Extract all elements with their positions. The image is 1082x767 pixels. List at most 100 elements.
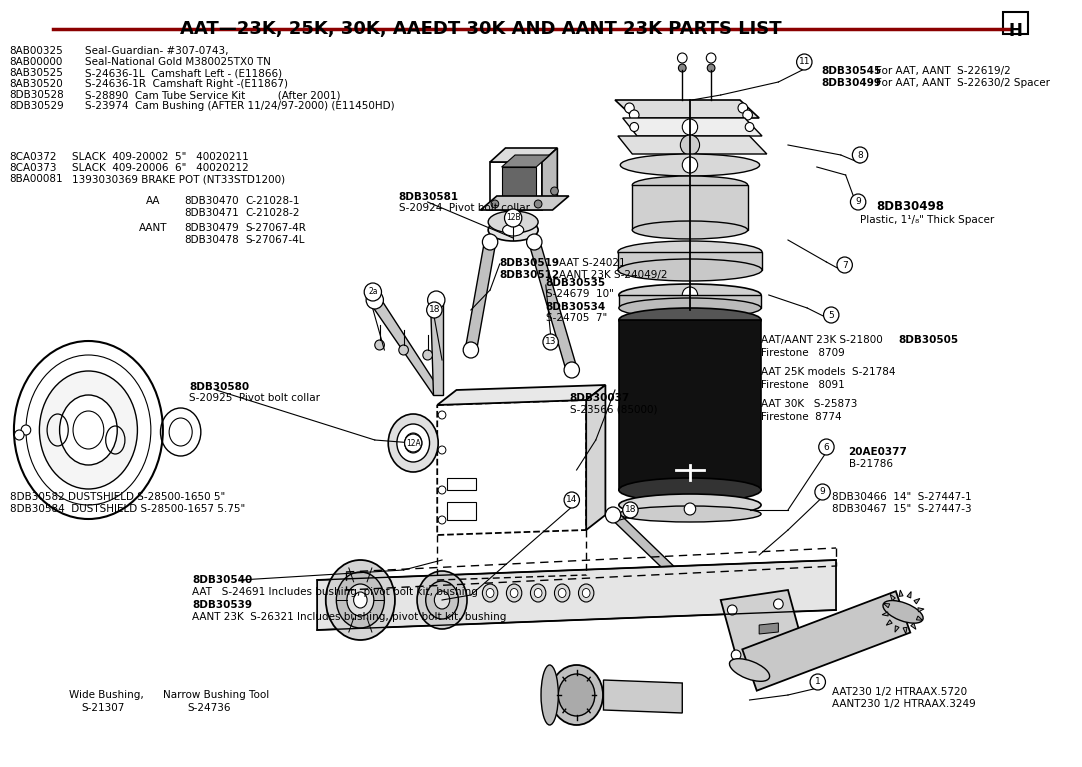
Ellipse shape (530, 584, 545, 602)
Polygon shape (619, 295, 761, 308)
Circle shape (463, 342, 478, 358)
Polygon shape (632, 185, 748, 230)
Text: C-21028-2: C-21028-2 (245, 208, 300, 218)
Ellipse shape (618, 241, 762, 263)
Circle shape (564, 492, 580, 508)
Ellipse shape (354, 592, 367, 608)
Circle shape (707, 53, 716, 63)
Ellipse shape (511, 588, 518, 597)
Text: C-21028-1: C-21028-1 (245, 196, 300, 206)
Polygon shape (586, 385, 606, 530)
Ellipse shape (347, 584, 373, 616)
Text: 20AE0377: 20AE0377 (848, 447, 908, 457)
Polygon shape (437, 385, 606, 405)
Bar (447, 502, 476, 520)
Text: 8AB00325: 8AB00325 (10, 46, 64, 56)
Ellipse shape (619, 298, 761, 318)
Text: AANT 23K S-24049/2: AANT 23K S-24049/2 (559, 270, 668, 280)
Ellipse shape (417, 571, 467, 629)
Ellipse shape (729, 659, 769, 681)
Text: S-27067-4R: S-27067-4R (245, 223, 306, 233)
Circle shape (491, 200, 499, 208)
Ellipse shape (337, 572, 384, 628)
Text: AANT 23K  S-26321 Includes bushing, pivot bolt kit, bushing: AANT 23K S-26321 Includes bushing, pivot… (193, 612, 506, 622)
Circle shape (708, 64, 715, 72)
Text: AAT   S-24691 Includes bushing, pivot bolt kit, bushing: AAT S-24691 Includes bushing, pivot bolt… (193, 587, 478, 597)
Text: B-21786: B-21786 (848, 459, 893, 469)
Text: 8DB30470: 8DB30470 (185, 196, 239, 206)
Circle shape (630, 110, 639, 120)
Text: 8DB30498: 8DB30498 (876, 200, 945, 213)
Circle shape (731, 650, 741, 660)
Ellipse shape (434, 591, 450, 609)
Circle shape (543, 334, 558, 350)
Circle shape (14, 430, 24, 440)
Ellipse shape (619, 478, 761, 502)
Text: 8DB30584  DUSTSHIELD S-28500-1657 5.75": 8DB30584 DUSTSHIELD S-28500-1657 5.75" (10, 504, 245, 514)
Text: 7: 7 (842, 261, 847, 269)
Text: H: H (1008, 22, 1022, 40)
Text: S-24636-1L  Camshaft Left - (E11866): S-24636-1L Camshaft Left - (E11866) (84, 68, 281, 78)
Text: 8DB30505: 8DB30505 (898, 335, 959, 345)
Circle shape (527, 234, 542, 250)
Text: Narrow Bushing Tool: Narrow Bushing Tool (163, 690, 269, 700)
Circle shape (727, 605, 737, 615)
Circle shape (850, 194, 866, 210)
Text: AAT 30K   S-25873: AAT 30K S-25873 (761, 399, 857, 409)
Polygon shape (918, 607, 924, 612)
Circle shape (606, 507, 621, 523)
Text: AANT230 1/2 HTRAAX.3249: AANT230 1/2 HTRAAX.3249 (832, 699, 976, 709)
Ellipse shape (405, 433, 422, 453)
Text: For AAT, AANT  S-22619/2: For AAT, AANT S-22619/2 (876, 66, 1012, 76)
Polygon shape (619, 320, 761, 490)
Polygon shape (604, 680, 683, 713)
Ellipse shape (14, 341, 163, 519)
Text: 8AB30525: 8AB30525 (10, 68, 64, 78)
Circle shape (374, 340, 384, 350)
Text: S-20925  Pivot bolt collar: S-20925 Pivot bolt collar (189, 393, 320, 403)
Circle shape (438, 516, 446, 524)
Text: Firestone   8091: Firestone 8091 (761, 380, 845, 390)
Polygon shape (721, 590, 807, 670)
Text: Firestone   8709: Firestone 8709 (761, 348, 845, 358)
Ellipse shape (502, 224, 524, 236)
Text: 12B: 12B (506, 213, 520, 222)
Text: SLACK  409-20006  6"   40020212: SLACK 409-20006 6" 40020212 (72, 163, 249, 173)
Circle shape (427, 291, 445, 309)
Circle shape (423, 350, 433, 360)
Text: 8DB30535: 8DB30535 (545, 278, 606, 288)
Circle shape (743, 110, 752, 120)
Text: 8AB30520: 8AB30520 (10, 79, 64, 89)
Polygon shape (317, 560, 836, 630)
Polygon shape (542, 148, 557, 210)
Circle shape (774, 599, 783, 609)
Ellipse shape (558, 674, 595, 716)
Ellipse shape (506, 584, 522, 602)
Text: 5: 5 (829, 311, 834, 320)
Text: 8DB30478: 8DB30478 (185, 235, 239, 245)
Ellipse shape (486, 588, 493, 597)
Text: AAT/AANT 23K S-21800: AAT/AANT 23K S-21800 (761, 335, 883, 345)
Polygon shape (916, 616, 923, 621)
Text: 8DB30534: 8DB30534 (545, 302, 606, 312)
Text: S-28890  Cam Tube Service Kit          (After 2001): S-28890 Cam Tube Service Kit (After 2001… (84, 90, 340, 100)
Circle shape (674, 572, 690, 588)
Polygon shape (899, 590, 903, 597)
Circle shape (683, 287, 698, 303)
Ellipse shape (619, 308, 761, 332)
Ellipse shape (388, 414, 438, 472)
Text: 1: 1 (815, 677, 820, 686)
Polygon shape (490, 162, 542, 210)
Circle shape (366, 291, 383, 309)
Text: 1393030369 BRAKE POT (NT33STD1200): 1393030369 BRAKE POT (NT33STD1200) (72, 174, 286, 184)
Text: 8DB30499: 8DB30499 (821, 78, 882, 88)
Ellipse shape (620, 154, 760, 176)
Polygon shape (528, 242, 578, 370)
Polygon shape (903, 627, 907, 634)
Ellipse shape (535, 588, 542, 597)
Text: 8DB30471: 8DB30471 (185, 208, 239, 218)
Circle shape (426, 302, 443, 318)
Text: 9: 9 (820, 488, 826, 496)
Text: 8DB30479: 8DB30479 (185, 223, 239, 233)
Polygon shape (368, 300, 443, 395)
